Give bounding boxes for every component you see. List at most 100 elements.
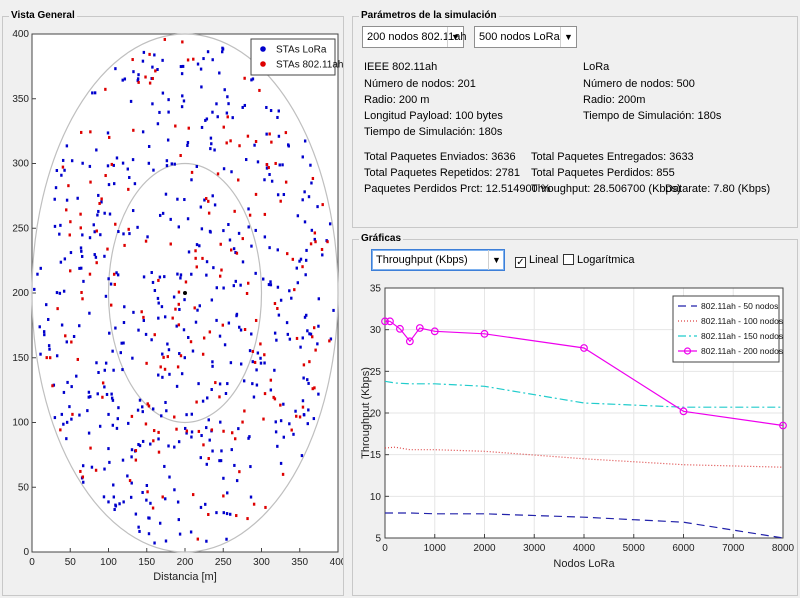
wifi-station-point — [162, 355, 165, 359]
lora-station-point — [298, 259, 301, 263]
lora-station-point — [306, 422, 309, 426]
lora-nodes-select[interactable]: 500 nodos LoRa ▼ — [474, 26, 577, 48]
wifi-station-point — [98, 201, 101, 205]
lora-station-point — [102, 495, 106, 499]
lora-station-point — [219, 459, 223, 463]
lora-station-point — [290, 296, 293, 300]
lora-station-point — [321, 253, 324, 257]
wifi-station-point — [286, 252, 289, 256]
lora-station-point — [295, 266, 298, 270]
lora-station-point — [137, 328, 140, 332]
wifi-station-point — [222, 429, 225, 433]
lora-station-point — [201, 399, 205, 403]
wifi-station-point — [273, 302, 277, 306]
coverage-circle — [107, 162, 263, 424]
lora-station-point — [55, 354, 59, 358]
lora-station-point — [186, 217, 190, 221]
x-tick-label: 100 — [100, 557, 117, 568]
lora-station-point — [65, 144, 69, 148]
metric-select[interactable]: Throughput (Kbps) ▼ — [371, 249, 505, 271]
lora-station-point — [55, 169, 59, 173]
checkbox-box[interactable]: ✓ — [515, 257, 526, 268]
overview-panel: Vista General 0 50 100 150 200 250 300 350 400 0 5… — [2, 10, 344, 596]
wifi-station-point — [247, 281, 250, 285]
lora-station-point — [68, 405, 71, 409]
lora-station-point — [256, 160, 260, 164]
lora-station-point — [176, 500, 180, 504]
lora-station-point — [224, 392, 228, 396]
lora-station-point — [305, 248, 308, 252]
lora-station-point — [220, 50, 224, 54]
wifi-station-point — [274, 161, 277, 165]
lora-station-point — [161, 91, 165, 95]
lora-station-point — [196, 308, 199, 312]
lora-station-point — [243, 103, 247, 107]
lora-station-point — [105, 392, 109, 396]
chevron-down-icon[interactable]: ▼ — [560, 27, 576, 47]
lora-station-point — [87, 431, 91, 435]
wifi-nodes-select[interactable]: 200 nodos 802.11ah ▼ — [362, 26, 467, 48]
wifi-station-point — [195, 265, 198, 269]
lora-station-point — [215, 511, 218, 515]
lora-station-point — [122, 341, 125, 345]
stat-sent: Total Paquetes Enviados: 3636 — [364, 151, 516, 163]
lora-station-point — [111, 398, 115, 402]
lora-station-point — [97, 370, 100, 374]
lora-station-point — [91, 91, 94, 95]
wifi-station-point — [267, 166, 270, 170]
lora-station-point — [167, 348, 171, 352]
lora-station-point — [179, 276, 182, 280]
lora-station-point — [232, 284, 236, 288]
lora-station-point — [65, 198, 69, 202]
lora-station-point — [303, 139, 307, 143]
legend-label: STAs 802.11ah — [276, 60, 343, 71]
lineal-checkbox[interactable]: ✓ Lineal — [515, 253, 558, 268]
lora-station-point — [104, 294, 108, 298]
lora-sim-time: Tiempo de Simulación: 180s — [583, 110, 722, 122]
lora-station-point — [161, 352, 164, 356]
log-checkbox[interactable]: Logarítmica — [563, 253, 634, 267]
lora-station-point — [107, 500, 110, 504]
x-tick-label: 150 — [138, 557, 155, 568]
wifi-station-point — [301, 405, 305, 409]
wifi-station-point — [321, 203, 324, 207]
chevron-down-icon[interactable]: ▼ — [447, 27, 463, 47]
lora-station-point — [239, 283, 242, 287]
lora-station-point — [194, 320, 198, 324]
lora-station-point — [109, 282, 113, 286]
lora-station-point — [146, 235, 149, 239]
wifi-station-point — [177, 302, 180, 306]
wifi-station-point — [248, 213, 252, 217]
lora-station-point — [165, 164, 169, 168]
series-marker — [415, 324, 424, 332]
chevron-down-icon[interactable]: ▼ — [488, 250, 504, 270]
lora-station-point — [215, 318, 218, 322]
x-tick-label: 400 — [330, 557, 343, 568]
lora-station-point — [183, 298, 186, 302]
wifi-station-point — [67, 184, 70, 188]
lora-station-point — [115, 271, 118, 275]
wifi-station-point — [254, 318, 258, 322]
params-panel-title: Parámetros de la simulación — [359, 10, 499, 22]
lora-station-point — [288, 337, 292, 341]
lora-station-point — [269, 283, 273, 287]
lora-station-point — [107, 183, 111, 187]
wifi-station-point — [262, 417, 265, 421]
lora-station-point — [239, 328, 243, 332]
wifi-station-point — [281, 472, 285, 476]
checkbox-box[interactable] — [563, 254, 574, 265]
wifi-station-point — [295, 414, 298, 418]
lora-station-point — [53, 197, 56, 201]
stat-lost: Total Paquetes Perdidos: 855 — [531, 167, 675, 179]
lora-station-point — [58, 232, 61, 236]
lora-station-point — [216, 115, 219, 119]
wifi-station-point — [163, 367, 167, 371]
lora-station-point — [94, 255, 98, 259]
wifi-station-point — [79, 130, 83, 134]
lora-station-point — [160, 414, 163, 418]
lora-station-point — [103, 211, 106, 215]
lora-station-point — [129, 99, 133, 103]
wifi-station-point — [230, 431, 234, 435]
lora-station-point — [265, 166, 269, 170]
lora-station-point — [302, 376, 305, 380]
